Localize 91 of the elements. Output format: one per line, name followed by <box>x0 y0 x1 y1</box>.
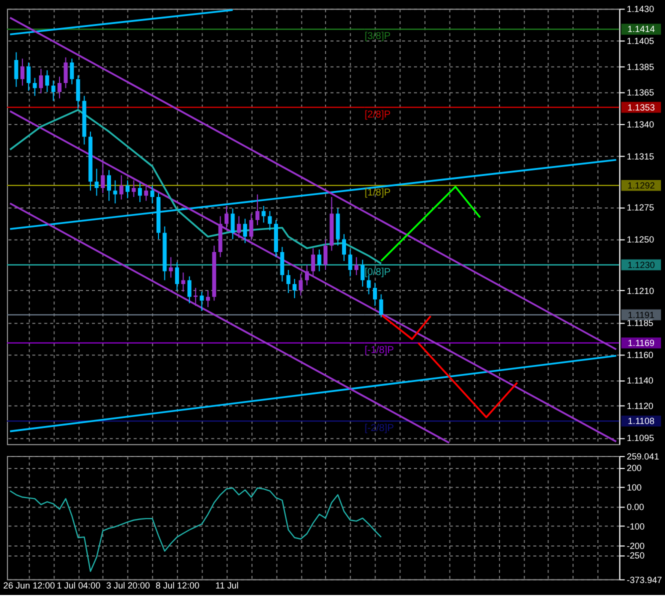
candlestick <box>181 272 186 292</box>
y-tick-label: 1.1250 <box>626 234 654 245</box>
candlestick <box>107 170 111 202</box>
candlestick <box>168 256 173 278</box>
ref-line-label: [-1/8]P <box>364 344 394 356</box>
y-tick-label: 1.1210 <box>626 286 654 296</box>
candlestick <box>38 68 43 94</box>
text: 1.1169 <box>628 338 654 348</box>
y-tick-label: 100 <box>626 482 642 492</box>
candlestick <box>58 76 62 99</box>
ref-line-label: [3/8]P <box>364 31 391 42</box>
candlestick <box>236 216 241 238</box>
candlestick <box>51 80 56 102</box>
y-tick-label: -100 <box>626 521 645 532</box>
candlestick <box>126 180 130 199</box>
ref-line-label: [-2/8]P <box>364 423 394 434</box>
y-tick-label: -250 <box>626 550 645 561</box>
candlestick <box>268 210 272 231</box>
candlestick <box>119 174 124 200</box>
candlestick <box>14 52 18 88</box>
x-tick-label: 1 Jul 04:00 <box>56 580 100 591</box>
candlestick <box>200 291 204 312</box>
y-tick-label: -200 <box>626 540 645 551</box>
candlestick <box>348 248 352 277</box>
text: 1.1292 <box>627 180 655 190</box>
candlestick <box>64 56 68 89</box>
y-tick-label: 259.041 <box>626 452 660 462</box>
candlestick <box>144 184 148 202</box>
y-tick-label: 1.1315 <box>626 151 654 162</box>
candlestick <box>224 205 229 230</box>
candlestick <box>324 238 328 270</box>
candlestick <box>32 77 37 96</box>
candlestick <box>342 234 346 262</box>
candlestick <box>304 264 309 286</box>
candlestick <box>113 180 118 204</box>
candlestick <box>138 182 142 203</box>
ref-line-label: [2/8]P <box>364 109 391 120</box>
y-tick-label: 1.1430 <box>626 4 654 14</box>
candlestick <box>76 74 80 110</box>
candlestick <box>194 287 198 306</box>
candlestick <box>360 259 365 288</box>
y-tick-label: -373.947 <box>626 574 662 585</box>
y-tick-label: 1.1340 <box>626 119 654 130</box>
candlestick <box>379 294 384 318</box>
y-tick-label: 1.1365 <box>626 87 654 98</box>
y-tick-label: 1.1275 <box>626 202 654 213</box>
y-tick-label: 1.1140 <box>626 376 654 386</box>
candlestick <box>243 218 248 244</box>
candlestick <box>311 248 316 277</box>
y-tick-label: 1.1095 <box>626 433 654 444</box>
candlestick <box>354 256 358 276</box>
x-tick-label: 3 Jul 20:00 <box>106 580 150 591</box>
candlestick <box>187 276 192 304</box>
x-tick-label: 11 Jul <box>215 580 239 591</box>
candlestick <box>70 58 74 85</box>
candlestick <box>317 248 322 272</box>
ref-line-label: [0/8]P <box>364 266 391 278</box>
candlestick <box>286 269 290 294</box>
x-tick-label: 8 Jul 12:00 <box>156 580 200 591</box>
candlestick <box>206 290 210 308</box>
candlestick <box>20 58 24 86</box>
y-tick-label: 1.1120 <box>626 401 654 412</box>
candlestick <box>280 246 284 282</box>
y-tick-label: 1.1185 <box>626 318 654 328</box>
text: 1.1353 <box>627 102 655 112</box>
candlestick <box>249 213 254 242</box>
line-series <box>9 487 382 572</box>
y-tick-label: 1.1160 <box>626 350 654 360</box>
ref-line-label: [1/8]P <box>364 187 391 198</box>
y-tick-label: 0.00 <box>626 502 644 512</box>
candlestick <box>255 194 260 226</box>
candlestick <box>94 168 99 196</box>
y-tick-label: 200 <box>626 463 642 474</box>
y-tick-label: 1.1405 <box>626 36 654 46</box>
candlestick <box>26 62 31 92</box>
candlestick <box>230 208 235 240</box>
candlestick <box>100 162 105 194</box>
candlestick <box>292 278 297 299</box>
x-tick-label: 26 Jun 12:00 <box>3 580 55 591</box>
text: 1.1191 <box>628 310 654 320</box>
candlestick <box>175 262 180 291</box>
candlestick <box>150 184 154 204</box>
candlestick <box>45 70 50 92</box>
candlestick <box>262 205 266 224</box>
candlestick <box>372 282 377 306</box>
text: 1.1230 <box>627 260 655 270</box>
candlestick <box>298 273 303 296</box>
text: 1.1108 <box>628 416 654 426</box>
candlestick <box>132 180 136 198</box>
text: 1.1414 <box>627 24 655 34</box>
y-tick-label: 1.1385 <box>626 62 654 72</box>
